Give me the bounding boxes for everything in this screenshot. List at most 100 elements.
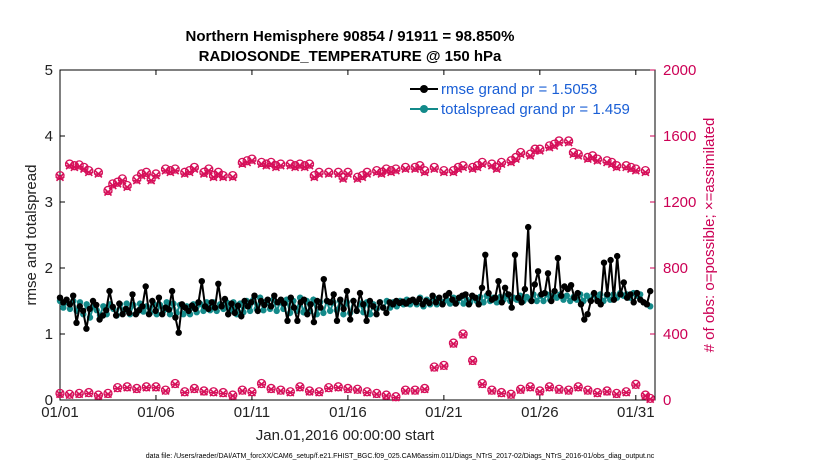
x-tick-group: 01/01 01/06 01/11 01/16 01/21 01/26 01/31	[41, 404, 654, 421]
rmse-point	[228, 300, 235, 307]
obs-possible-marker	[415, 161, 425, 171]
obs-low-assimilated-marker	[218, 389, 228, 398]
obs-assimilated-marker	[55, 173, 65, 182]
rmse-point	[248, 299, 255, 306]
obs-assimilated-marker	[429, 164, 439, 174]
spread-point	[66, 305, 74, 313]
rmse-point	[126, 309, 133, 317]
rmse-point	[225, 311, 232, 318]
obs-possible-marker	[333, 167, 343, 177]
obs-low-assimilated-marker	[429, 363, 439, 372]
rmse-point	[221, 295, 229, 303]
rmse-point	[429, 292, 436, 299]
y-right-tick-label: 400	[663, 326, 688, 343]
obs-low-possible-marker	[458, 329, 468, 339]
obs-possible-marker	[324, 167, 334, 177]
obs-low-possible-marker	[429, 362, 439, 372]
rmse-point	[597, 301, 604, 308]
obs-low-assimilated-marker	[602, 387, 612, 396]
obs-possible-marker	[256, 157, 267, 168]
x-tick-label: 01/06	[137, 404, 175, 421]
obs-possible-marker	[170, 164, 180, 174]
obs-low-possible-marker	[381, 390, 391, 400]
obs-low-assimilated-marker	[93, 391, 103, 400]
obs-low-possible-marker	[276, 385, 286, 395]
obs-assimilated-marker	[185, 168, 195, 177]
obs-low-possible-marker	[64, 389, 75, 399]
obs-low-possible-marker	[362, 387, 372, 397]
obs-low-possible-marker	[343, 383, 353, 394]
obs-assimilated-marker	[439, 168, 449, 177]
obs-low-assimilated-marker	[583, 386, 593, 395]
obs-assimilated-marker	[305, 161, 315, 170]
rmse-point	[112, 312, 120, 319]
obs-assimilated-marker	[343, 169, 353, 179]
obs-low-assimilated-marker	[525, 383, 535, 392]
obs-low-assimilated-marker	[621, 388, 631, 397]
obs-low-possible-marker	[621, 387, 631, 397]
obs-possible-marker	[563, 136, 574, 146]
obs-possible-marker	[117, 174, 128, 184]
rmse-point	[439, 301, 446, 308]
y-right-tick-label: 0	[663, 392, 671, 409]
rmse-point	[290, 304, 298, 311]
rmse-point	[465, 301, 473, 308]
obs-low-possible-marker	[352, 384, 363, 394]
obs-low-possible-marker	[515, 384, 526, 394]
rmse-point	[103, 307, 110, 314]
obs-low-assimilated-marker	[237, 386, 247, 395]
obs-possible-marker	[400, 162, 411, 173]
rmse-point	[353, 307, 360, 315]
obs-low-assimilated-marker	[199, 387, 209, 396]
rmse-point	[294, 317, 301, 324]
rmse-point	[116, 300, 123, 307]
obs-possible-marker	[343, 167, 353, 177]
obs-possible-marker	[429, 162, 439, 173]
obs-assimilated-marker	[458, 163, 468, 172]
obs-low-assimilated-marker	[161, 386, 171, 395]
rmse-point	[155, 294, 163, 301]
rmse-point	[264, 296, 271, 303]
rmse-point	[376, 299, 383, 306]
obs-assimilated-marker	[324, 169, 334, 179]
obs-possible-marker	[381, 164, 391, 174]
obs-low-assimilated-marker	[400, 386, 410, 395]
obs-low-possible-marker	[74, 388, 84, 399]
obs-low-assimilated-marker	[132, 385, 142, 394]
obs-low-assimilated-marker	[333, 383, 343, 392]
obs-low-possible-marker	[228, 390, 238, 400]
rmse-point	[168, 287, 176, 295]
obs-assimilated-marker	[228, 173, 238, 182]
obs-possible-marker	[372, 165, 382, 176]
obs-assimilated-marker	[362, 169, 372, 179]
obs-low-possible-marker	[84, 387, 94, 398]
obs-low-assimilated-marker	[448, 339, 458, 348]
spread-point	[320, 309, 327, 317]
obs-possible-marker	[141, 167, 152, 177]
obs-low-assimilated-marker	[151, 383, 161, 392]
obs-possible-marker	[228, 170, 238, 181]
obs-possible-marker	[511, 152, 521, 163]
rmse-point	[531, 281, 538, 288]
rmse-point	[287, 294, 294, 301]
obs-low-possible-marker	[151, 382, 161, 392]
obs-low-assimilated-marker	[266, 385, 276, 394]
obs-assimilated-marker	[564, 138, 574, 147]
rmse-point	[541, 289, 548, 297]
obs-low-assimilated-marker	[353, 386, 362, 395]
rmse-point	[508, 304, 515, 311]
rmse-point	[73, 319, 80, 326]
rmse-point	[83, 325, 90, 332]
rmse-point	[310, 318, 318, 326]
rmse-point	[647, 287, 654, 295]
rmse-point	[581, 316, 588, 323]
rmse-point	[343, 287, 351, 295]
obs-assimilated-marker	[631, 166, 641, 175]
obs-low-possible-marker	[160, 385, 171, 395]
obs-assimilated-marker	[554, 138, 564, 147]
obs-assimilated-marker	[218, 173, 228, 182]
obs-low-possible-marker	[237, 385, 247, 395]
spread-point	[273, 307, 280, 315]
rmse-point	[281, 300, 288, 307]
y-right-tick-label: 2000	[663, 62, 696, 79]
